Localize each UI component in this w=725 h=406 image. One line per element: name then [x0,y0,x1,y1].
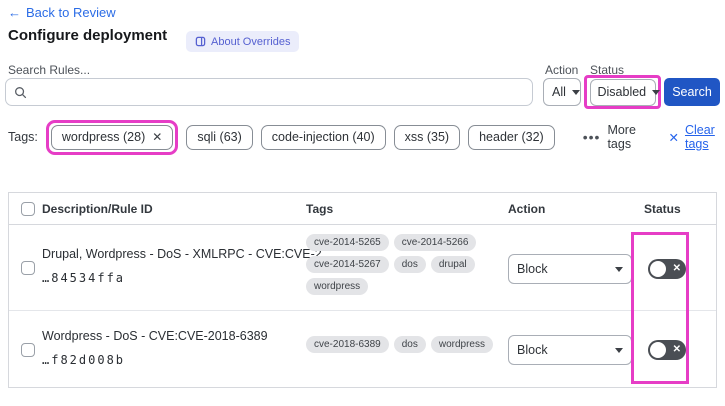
tag-pill: dos [393,336,426,353]
rule-description: Wordpress - DoS - CVE:CVE-2018-6389 [42,329,268,343]
book-icon [195,36,206,47]
tags-label: Tags: [8,130,38,144]
toggle-knob [650,342,666,358]
tag-pill: cve-2014-5267 [306,256,389,273]
status-toggle-off[interactable]: ✕ [648,340,686,360]
status-dropdown-highlight: Disabled [584,75,661,109]
action-label: Action [545,63,579,77]
tag-chip-label: wordpress (28) [61,130,146,144]
column-header-status: Status [644,202,681,216]
column-header-tags: Tags [306,202,334,216]
tag-pill: cve-2018-6389 [306,336,389,353]
clear-tags-label: Clear tags [684,123,715,151]
table-row: Wordpress - DoS - CVE:CVE-2018-6389 …f82… [9,311,716,388]
selected-tag-highlight: wordpress (28) ✕ [45,119,179,155]
action-select-value: Block [517,262,548,276]
about-overrides-label: About Overrides [211,35,291,48]
rule-description: Drupal, Wordpress - DoS - XMLRPC - CVE:C… [42,247,333,261]
tag-pill: wordpress [430,336,493,353]
back-link[interactable]: ← Back to Review [8,5,116,20]
tag-chip-label: xss (35) [404,130,450,144]
action-select[interactable]: Block [508,254,632,284]
back-arrow-icon: ← [8,5,21,20]
tag-chip-wordpress[interactable]: wordpress (28) ✕ [50,124,174,150]
tag-chip-label: sqli (63) [197,130,242,144]
action-dropdown[interactable]: All [543,78,581,106]
action-dropdown-value: All [552,85,566,99]
table-header-row: Description/Rule ID Tags Action Status [9,193,716,225]
select-all-checkbox[interactable] [21,202,35,216]
tag-chip-code-injection[interactable]: code-injection (40) [260,124,386,150]
tag-pill: wordpress [306,278,369,295]
toggle-knob [650,261,666,277]
toggle-x-icon: ✕ [672,344,681,355]
rule-id: …84534ffa [42,271,126,285]
chevron-down-icon [615,266,623,272]
status-dropdown[interactable]: Disabled [589,78,661,106]
remove-tag-icon[interactable]: ✕ [152,130,163,144]
tags-bar: Tags: wordpress (28) ✕ sqli (63) code-in… [8,119,725,155]
action-select-value: Block [517,343,548,357]
ellipsis-icon: ••• [582,129,601,145]
row-checkbox[interactable] [21,261,35,275]
tag-chip-header[interactable]: header (32) [468,124,555,150]
about-overrides-badge[interactable]: About Overrides [186,31,300,52]
more-tags-label: More tags [607,123,636,151]
rule-tags: cve-2014-5265 cve-2014-5266 cve-2014-526… [306,234,506,295]
column-header-action: Action [508,202,546,216]
row-checkbox[interactable] [21,343,35,357]
clear-icon: ✕ [668,130,679,145]
status-dropdown-value: Disabled [597,85,647,99]
clear-tags-button[interactable]: ✕ Clear tags [668,123,725,151]
page-title: Configure deployment [8,27,168,44]
search-box[interactable] [5,78,533,106]
chevron-down-icon [615,347,623,353]
toggle-x-icon: ✕ [672,263,681,274]
chevron-down-icon [652,89,661,95]
rule-id: …f82d008b [42,353,126,367]
rule-tags: cve-2018-6389 dos wordpress [306,336,506,353]
status-toggle-off[interactable]: ✕ [648,259,686,279]
tag-chip-xss[interactable]: xss (35) [393,124,461,150]
more-tags-button[interactable]: ••• More tags [583,123,645,151]
tag-pill: cve-2014-5266 [393,234,477,251]
tag-pill: cve-2014-5265 [306,234,389,251]
column-header-description: Description/Rule ID [42,202,153,216]
tag-chip-label: code-injection (40) [271,130,375,144]
back-link-label: Back to Review [26,5,116,20]
rules-table: Description/Rule ID Tags Action Status D… [8,192,717,388]
tag-pill: dos [393,256,426,273]
tag-chip-sqli[interactable]: sqli (63) [186,124,253,150]
tag-chip-label: header (32) [479,130,544,144]
search-button[interactable]: Search [664,78,720,106]
table-row: Drupal, Wordpress - DoS - XMLRPC - CVE:C… [9,225,716,311]
search-input[interactable] [33,85,524,99]
tag-pill: drupal [430,256,475,273]
chevron-down-icon [571,89,580,95]
status-label: Status [590,63,625,77]
action-select[interactable]: Block [508,335,632,365]
search-rules-label: Search Rules... [8,63,91,77]
search-icon [15,86,27,98]
